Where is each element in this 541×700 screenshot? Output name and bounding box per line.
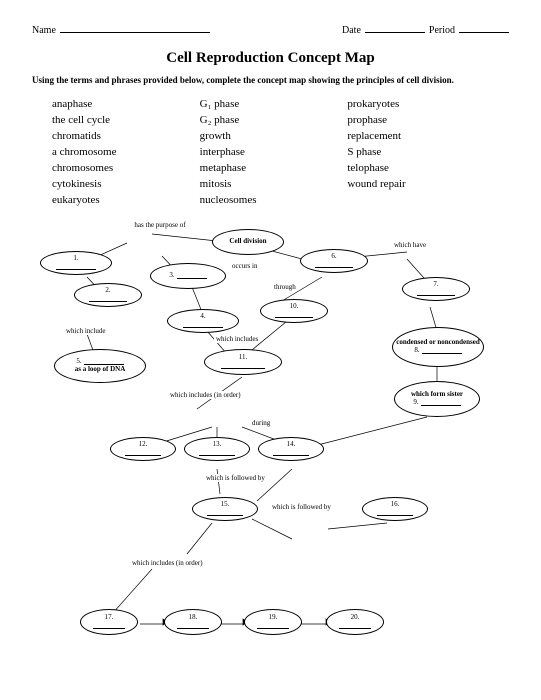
term: growth xyxy=(200,129,348,143)
node-cell-division: Cell division xyxy=(212,229,284,255)
node-12[interactable]: 12. xyxy=(110,437,176,461)
label-during: during xyxy=(250,419,272,427)
node-10[interactable]: 10. xyxy=(260,299,328,323)
term: S phase xyxy=(347,145,495,159)
term xyxy=(347,193,495,207)
name-blank[interactable] xyxy=(60,22,210,33)
term: eukaryotes xyxy=(52,193,200,207)
node-2[interactable]: 2. xyxy=(74,283,142,307)
term-bank: anaphase G₁ phase prokaryotes the cell c… xyxy=(52,97,495,207)
node-19[interactable]: 19. xyxy=(244,609,302,635)
term: chromosomes xyxy=(52,161,200,175)
label-followed2: which is followed by xyxy=(270,503,320,511)
label-include: which include xyxy=(64,327,107,335)
period-blank[interactable] xyxy=(459,22,509,33)
term: cytokinesis xyxy=(52,177,200,191)
node-9[interactable]: which form sister9. xyxy=(394,381,480,417)
node-11[interactable]: 11. xyxy=(204,349,282,375)
term: wound repair xyxy=(347,177,495,191)
label-have: which have xyxy=(392,241,428,249)
node-17[interactable]: 17. xyxy=(80,609,138,635)
term: G₂ phase xyxy=(200,113,348,127)
node-8[interactable]: condensed or noncondensed8. xyxy=(392,327,484,367)
term: a chromosome xyxy=(52,145,200,159)
name-label: Name xyxy=(32,25,56,36)
term: nucleosomes xyxy=(200,193,348,207)
node-20[interactable]: 20. xyxy=(326,609,384,635)
header-row: Name Date Period xyxy=(32,22,509,36)
term: metaphase xyxy=(200,161,348,175)
label-occurs: occurs in xyxy=(230,262,259,270)
term: anaphase xyxy=(52,97,200,111)
label-through: through xyxy=(272,283,298,291)
node-15[interactable]: 15. xyxy=(192,497,258,521)
date-blank[interactable] xyxy=(365,22,425,33)
term: G₁ phase xyxy=(200,97,348,111)
date-label: Date xyxy=(342,25,361,36)
period-label: Period xyxy=(429,25,455,36)
label-followed: which is followed by xyxy=(204,474,254,482)
node-18[interactable]: 18. xyxy=(164,609,222,635)
label-order2: which includes (in order) xyxy=(130,559,205,567)
label-purpose: has the purpose of xyxy=(130,221,190,229)
node-14[interactable]: 14. xyxy=(258,437,324,461)
node-3[interactable]: 3. xyxy=(150,263,226,289)
node-16[interactable]: 16. xyxy=(362,497,428,521)
page-title: Cell Reproduction Concept Map xyxy=(32,50,509,67)
label-order1: which includes (in order) xyxy=(168,391,243,399)
node-1[interactable]: 1. xyxy=(40,251,112,275)
term: chromatids xyxy=(52,129,200,143)
node-6[interactable]: 6. xyxy=(300,249,368,273)
label-includes: which includes xyxy=(214,335,260,343)
node-4[interactable]: 4. xyxy=(167,309,239,333)
node-7[interactable]: 7. xyxy=(402,277,470,301)
node-13[interactable]: 13. xyxy=(184,437,250,461)
node-5[interactable]: 5.as a loop of DNA xyxy=(54,349,146,383)
term: the cell cycle xyxy=(52,113,200,127)
term: prokaryotes xyxy=(347,97,495,111)
term: prophase xyxy=(347,113,495,127)
instructions: Using the terms and phrases provided bel… xyxy=(32,75,509,87)
term: telophase xyxy=(347,161,495,175)
concept-map: Cell division 1. 2. 3. 6. 7. 4. 10. cond… xyxy=(32,219,509,679)
term: replacement xyxy=(347,129,495,143)
term: interphase xyxy=(200,145,348,159)
term: mitosis xyxy=(200,177,348,191)
